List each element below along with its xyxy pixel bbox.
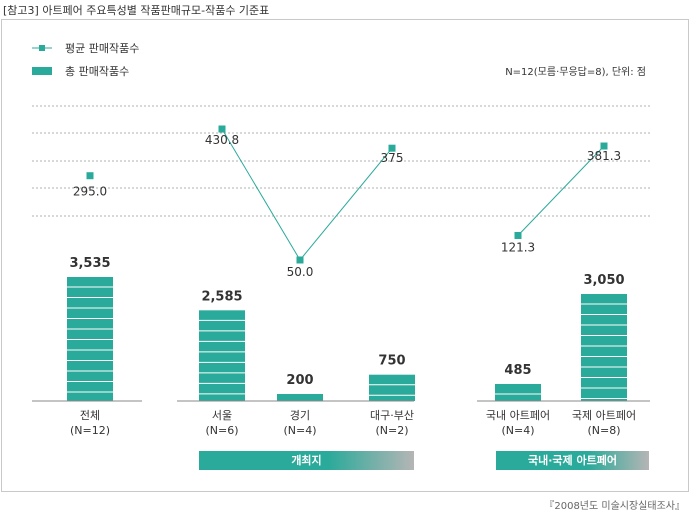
line-series-layer: 295.0 430.8 50.0 375 121.3 381.3 (73, 125, 621, 279)
bar (581, 294, 627, 401)
bar (495, 383, 541, 401)
group-label: 국내·국제 아트페어 (528, 453, 617, 467)
category-label: 대구·부산 (370, 409, 414, 422)
line-value-label: 121.3 (501, 240, 535, 254)
category-n-label: (N=6) (205, 424, 238, 437)
bar-value-label: 2,585 (201, 289, 242, 304)
bar-value-label: 750 (378, 354, 405, 369)
bar (369, 374, 415, 401)
legend-bar-swatch (32, 67, 52, 75)
bar-value-label: 200 (286, 373, 313, 388)
category-label: 경기 (290, 409, 310, 422)
bar-value-label: 485 (504, 363, 531, 378)
bar (199, 310, 245, 401)
group-band (496, 451, 649, 470)
category-n-label: (N=2) (375, 424, 408, 437)
category-label: 국제 아트페어 (572, 409, 636, 422)
source-note: 『2008년도 미술시장실태조사』 (544, 501, 685, 512)
category-label: 전체 (80, 409, 100, 422)
line-segment (221, 128, 301, 261)
bars-layer: 3,535 2,585 200 750 485 3,050 (67, 256, 627, 401)
legend-bar-label: 총 판매작품수 (65, 65, 129, 78)
chart-frame: 평균 판매작품수 총 판매작품수 N=12(모름·무응답=8), 단위: 점 3… (1, 19, 689, 492)
category-n-label: (N=4) (501, 424, 534, 437)
bar-value-label: 3,535 (69, 256, 110, 271)
line-value-label: 430.8 (205, 133, 239, 147)
bar (277, 393, 323, 401)
category-n-label: (N=8) (587, 424, 620, 437)
bar-value-label: 3,050 (583, 273, 624, 288)
line-point (388, 144, 396, 152)
legend: 평균 판매작품수 총 판매작품수 (32, 42, 139, 78)
legend-line-marker-icon (39, 45, 45, 51)
group-band (199, 451, 414, 470)
group-label: 개최지 (291, 453, 321, 467)
line-value-label: 381.3 (587, 149, 621, 163)
category-label: 서울 (212, 409, 232, 422)
line-point (86, 172, 94, 180)
category-label: 국내 아트페어 (486, 409, 550, 422)
legend-line-label: 평균 판매작품수 (65, 42, 139, 55)
line-segment (517, 145, 605, 236)
category-labels: 전체 (N=12) 서울 (N=6) 경기 (N=4) 대구·부산 (N=2) 국내 아트페어 (… (70, 409, 636, 437)
category-n-label: (N=12) (70, 424, 110, 437)
line-segment (299, 147, 393, 261)
line-point (600, 142, 608, 150)
line-point (218, 125, 226, 133)
line-value-label: 375 (381, 151, 404, 165)
line-point (296, 256, 304, 264)
line-value-label: 295.0 (73, 185, 107, 199)
group-bands: 개최지 국내·국제 아트페어 (199, 451, 649, 470)
chart-svg: 평균 판매작품수 총 판매작품수 N=12(모름·무응답=8), 단위: 점 3… (32, 42, 652, 470)
line-point (514, 231, 522, 239)
gridlines (32, 105, 652, 217)
unit-note: N=12(모름·무응답=8), 단위: 점 (505, 65, 646, 78)
category-n-label: (N=4) (283, 424, 316, 437)
line-value-label: 50.0 (287, 265, 314, 279)
chart-title: [참고3] 아트페어 주요특성별 작품판매규모-작품수 기준표 (3, 4, 270, 17)
